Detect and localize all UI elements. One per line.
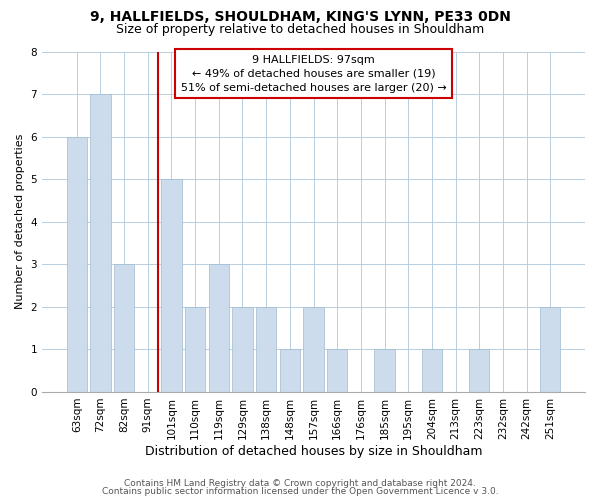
- Bar: [280, 350, 300, 392]
- Bar: [540, 307, 560, 392]
- Text: Size of property relative to detached houses in Shouldham: Size of property relative to detached ho…: [116, 22, 484, 36]
- Text: 9, HALLFIELDS, SHOULDHAM, KING'S LYNN, PE33 0DN: 9, HALLFIELDS, SHOULDHAM, KING'S LYNN, P…: [89, 10, 511, 24]
- Y-axis label: Number of detached properties: Number of detached properties: [15, 134, 25, 310]
- Bar: [422, 350, 442, 392]
- Bar: [304, 307, 323, 392]
- Bar: [327, 350, 347, 392]
- Text: Contains public sector information licensed under the Open Government Licence v : Contains public sector information licen…: [101, 487, 499, 496]
- Bar: [469, 350, 489, 392]
- Bar: [91, 94, 110, 392]
- Bar: [232, 307, 253, 392]
- Text: Contains HM Land Registry data © Crown copyright and database right 2024.: Contains HM Land Registry data © Crown c…: [124, 478, 476, 488]
- X-axis label: Distribution of detached houses by size in Shouldham: Distribution of detached houses by size …: [145, 444, 482, 458]
- Bar: [185, 307, 205, 392]
- Bar: [209, 264, 229, 392]
- Bar: [256, 307, 276, 392]
- Bar: [374, 350, 395, 392]
- Bar: [67, 136, 87, 392]
- Bar: [161, 179, 182, 392]
- Text: 9 HALLFIELDS: 97sqm
← 49% of detached houses are smaller (19)
51% of semi-detach: 9 HALLFIELDS: 97sqm ← 49% of detached ho…: [181, 55, 446, 93]
- Bar: [114, 264, 134, 392]
